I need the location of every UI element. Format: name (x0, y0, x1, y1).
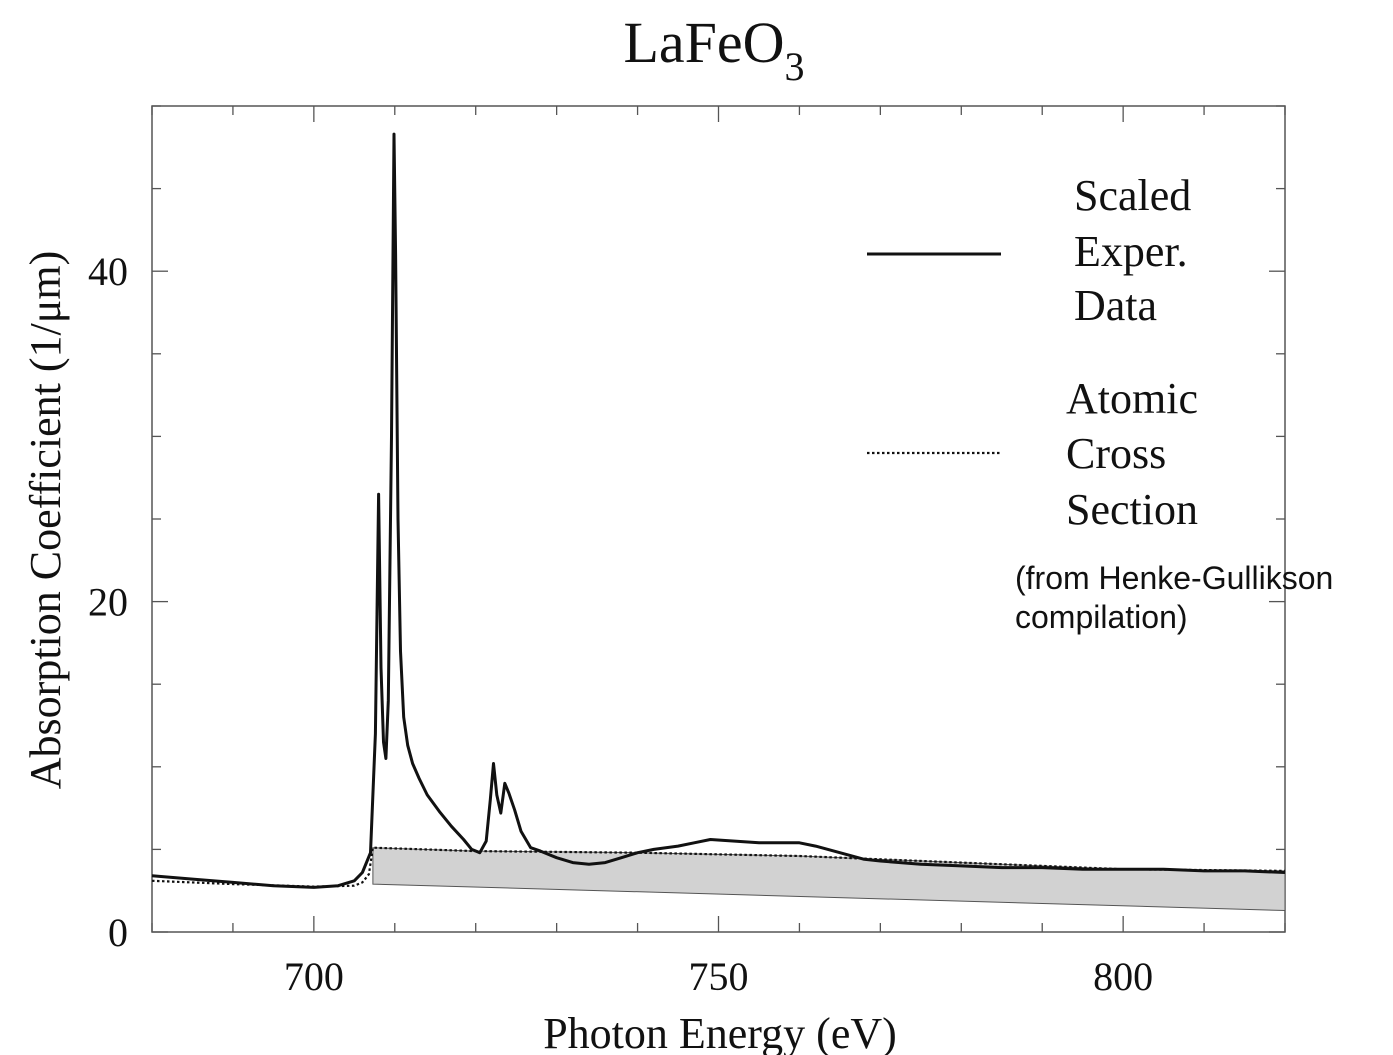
y-tick-label: 20 (88, 580, 128, 625)
x-tick-label: 700 (284, 954, 344, 999)
legend-dotted-line-2: Cross (1066, 429, 1166, 478)
x-axis-label: Photon Energy (eV) (543, 1009, 897, 1055)
axis-ticks (151, 105, 1286, 933)
legend-solid-label: Scaled Exper. Data (1074, 171, 1202, 330)
chart-title-main: LaFeO (623, 10, 784, 75)
y-tick-label: 0 (108, 910, 128, 955)
x-tick-label: 750 (689, 954, 749, 999)
tick-labels: 700 750 800 0 20 40 (88, 249, 1153, 999)
legend-dotted-line-1: Atomic (1066, 374, 1198, 423)
legend-solid-line-1: Scaled (1074, 171, 1191, 220)
source-annotation: (from Henke-Gullikson compilation) (1015, 560, 1342, 635)
legend-solid-line-2: Exper. (1074, 227, 1188, 276)
legend: Scaled Exper. Data Atomic Cross Section (867, 171, 1209, 534)
chart-title: LaFeO3 (623, 10, 804, 89)
y-axis-label: Absorption Coefficient (1/μm) (21, 251, 70, 789)
annotation-line-1: (from Henke-Gullikson (1015, 560, 1333, 596)
annotation-line-2: compilation) (1015, 599, 1188, 635)
scaled-exper-data-line (151, 132, 1286, 889)
legend-dotted-line-3: Section (1066, 485, 1198, 534)
y-tick-label: 40 (88, 249, 128, 294)
shaded-region (372, 847, 1286, 912)
chart-title-subscript: 3 (785, 44, 805, 89)
legend-solid-line-3: Data (1074, 281, 1157, 330)
legend-dotted-label: Atomic Cross Section (1066, 374, 1209, 534)
x-tick-label: 800 (1093, 954, 1153, 999)
